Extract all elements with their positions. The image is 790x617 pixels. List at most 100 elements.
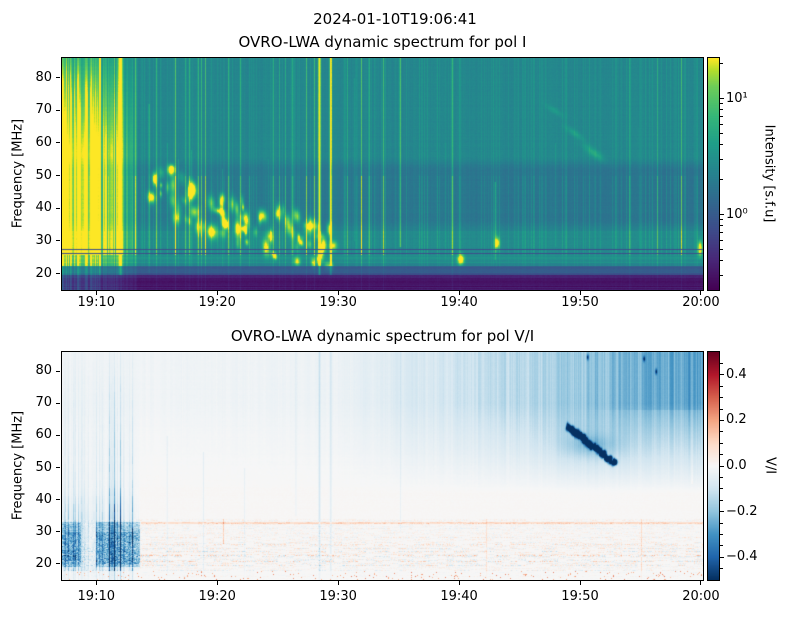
colorbar-tick-mark: [720, 239, 723, 241]
colorbar-tick-mark: [720, 123, 723, 125]
x-tick-mark: [700, 291, 702, 295]
colorbar-tick-label: 10⁰: [726, 206, 748, 222]
colorbar-tick-mark: [720, 214, 724, 216]
colorbar-tick-mark: [720, 225, 723, 227]
colorbar-tick-mark: [720, 419, 724, 421]
colorbar-tick-mark: [720, 522, 723, 524]
x-tick-label: 19:40: [440, 295, 478, 310]
colorbar-tick-mark: [720, 556, 724, 558]
colorbar-tick-mark: [720, 385, 723, 387]
colorbar-tick-mark: [720, 568, 723, 570]
colorbar-tick-mark: [720, 103, 723, 105]
y-tick-mark: [56, 273, 60, 275]
colorbar-tick-mark: [720, 442, 723, 444]
pol-vi-axes-frame: [61, 351, 704, 581]
y-tick-mark: [56, 402, 60, 404]
colorbar-tick-mark: [720, 397, 723, 399]
colorbar-tick-mark: [720, 179, 723, 181]
x-tick-mark: [458, 291, 460, 295]
y-tick-mark: [56, 240, 60, 242]
colorbar-tick-mark: [720, 116, 723, 118]
x-tick-label: 19:30: [319, 295, 357, 310]
colorbar-tick-label: −0.4: [726, 549, 758, 565]
colorbar-tick-mark: [720, 499, 723, 501]
colorbar-tick-mark: [720, 465, 724, 467]
y-tick-label: 20: [35, 265, 52, 281]
x-tick-mark: [216, 581, 218, 585]
colorbar-tick-mark: [720, 158, 723, 160]
colorbar-tick-mark: [720, 408, 723, 410]
y-tick-label: 60: [35, 134, 52, 150]
colorbar-tick-mark: [720, 232, 723, 234]
y-tick-mark: [56, 370, 60, 372]
y-tick-label: 70: [35, 102, 52, 118]
colorbar-tick-mark: [720, 133, 723, 135]
x-tick-label: 19:50: [561, 295, 599, 310]
x-tick-mark: [700, 581, 702, 585]
x-tick-label: 19:10: [77, 589, 115, 604]
y-tick-label: 20: [35, 555, 52, 571]
pol-vi-colorbar-canvas: [708, 352, 719, 580]
colorbar-tick-mark: [720, 144, 723, 146]
y-tick-mark: [56, 77, 60, 79]
y-tick-mark: [56, 207, 60, 209]
colorbar-tick-mark: [720, 476, 723, 478]
colorbar-tick-mark: [720, 454, 723, 456]
y-tick-label: 80: [35, 69, 52, 85]
x-tick-label: 19:50: [561, 589, 599, 604]
pol-vi-colorbar-label: V/I: [762, 456, 778, 475]
colorbar-tick-mark: [720, 431, 723, 433]
pol-vi-spectrogram-canvas: [62, 352, 703, 580]
colorbar-tick-mark: [720, 533, 723, 535]
y-tick-label: 70: [35, 395, 52, 411]
colorbar-tick-mark: [720, 63, 723, 65]
colorbar-tick-label: 10¹: [726, 90, 748, 106]
colorbar-tick-mark: [720, 362, 723, 364]
colorbar-tick-mark: [720, 274, 723, 276]
x-tick-mark: [337, 581, 339, 585]
x-tick-label: 19:40: [440, 589, 478, 604]
x-tick-mark: [337, 291, 339, 295]
y-tick-mark: [56, 142, 60, 144]
x-tick-mark: [216, 291, 218, 295]
y-tick-label: 60: [35, 427, 52, 443]
y-tick-label: 80: [35, 363, 52, 379]
y-tick-label: 30: [35, 232, 52, 248]
y-tick-mark: [56, 175, 60, 177]
figure-suptitle: 2024-01-10T19:06:41: [313, 10, 477, 28]
y-tick-mark: [56, 531, 60, 533]
x-tick-mark: [458, 581, 460, 585]
colorbar-tick-label: 0.0: [726, 458, 747, 473]
x-tick-label: 19:10: [77, 295, 115, 310]
pol-vi-colorbar-frame: [707, 351, 720, 581]
pol-i-colorbar-frame: [707, 57, 720, 291]
colorbar-tick-mark: [720, 511, 724, 513]
x-tick-mark: [579, 291, 581, 295]
pol-i-title: OVRO-LWA dynamic spectrum for pol I: [238, 33, 527, 51]
x-tick-mark: [95, 581, 97, 585]
colorbar-tick-mark: [720, 488, 723, 490]
colorbar-tick-mark: [720, 374, 724, 376]
colorbar-tick-label: 0.2: [726, 412, 747, 428]
y-tick-mark: [56, 109, 60, 111]
x-tick-label: 19:20: [198, 589, 236, 604]
pol-i-colorbar-canvas: [708, 58, 719, 290]
y-tick-mark: [56, 467, 60, 469]
colorbar-tick-label: −0.2: [726, 503, 758, 519]
y-tick-label: 40: [35, 200, 52, 216]
y-tick-label: 50: [35, 167, 52, 183]
x-tick-label: 20:00: [682, 589, 720, 604]
pol-i-spectrogram-canvas: [62, 58, 703, 290]
y-tick-label: 30: [35, 523, 52, 539]
x-tick-label: 19:20: [198, 295, 236, 310]
pol-i-colorbar-label: Intensity [s.f.u]: [761, 124, 777, 223]
colorbar-tick-mark: [720, 249, 723, 251]
colorbar-tick-mark: [720, 98, 724, 100]
pol-vi-title: OVRO-LWA dynamic spectrum for pol V/I: [230, 327, 535, 345]
y-tick-label: 40: [35, 491, 52, 507]
colorbar-tick-mark: [720, 109, 723, 111]
x-tick-mark: [579, 581, 581, 585]
x-tick-label: 19:30: [319, 589, 357, 604]
colorbar-tick-mark: [720, 545, 723, 547]
